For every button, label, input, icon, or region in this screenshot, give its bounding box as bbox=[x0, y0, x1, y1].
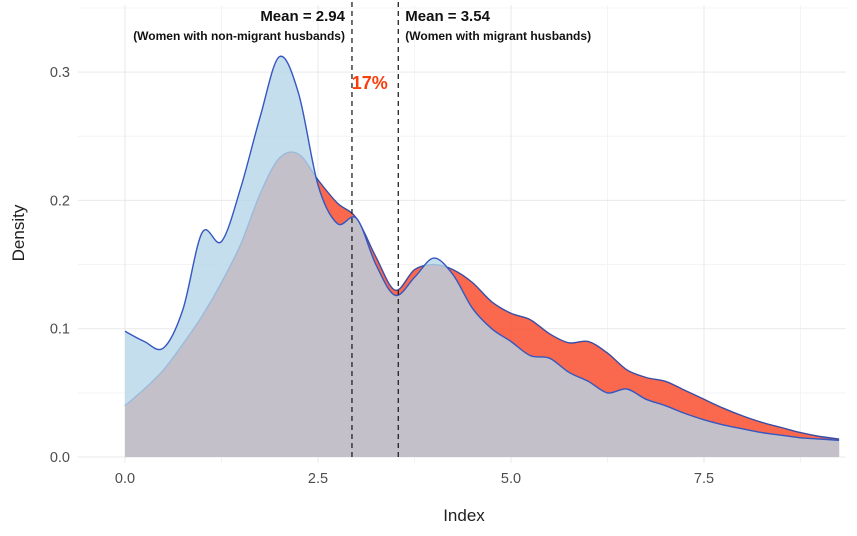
y-tick-label: 0.0 bbox=[50, 450, 70, 466]
x-tick-label: 0.0 bbox=[115, 471, 135, 487]
density-line-women-with-non-migrant-husbands bbox=[124, 55, 840, 441]
x-axis-title: Index bbox=[443, 506, 485, 525]
y-tick-label: 0.1 bbox=[50, 322, 70, 338]
y-axis-title: Density bbox=[9, 204, 28, 262]
x-tick-label: 2.5 bbox=[308, 471, 328, 487]
mean-sublabel-1: (Women with non-migrant husbands) bbox=[133, 29, 345, 43]
y-tick-label: 0.3 bbox=[50, 65, 70, 81]
mean-label-1: Mean = 2.94 bbox=[260, 8, 345, 25]
mean-label-2: Mean = 3.54 bbox=[405, 8, 490, 25]
mean-sublabel-2: (Women with migrant husbands) bbox=[405, 29, 591, 43]
overlap-percentage-label: 17% bbox=[352, 73, 388, 93]
y-tick-label: 0.2 bbox=[50, 193, 70, 209]
x-tick-label: 7.5 bbox=[694, 471, 714, 487]
density-area-women-with-non-migrant-husbands bbox=[125, 56, 840, 457]
x-tick-label: 5.0 bbox=[501, 471, 521, 487]
